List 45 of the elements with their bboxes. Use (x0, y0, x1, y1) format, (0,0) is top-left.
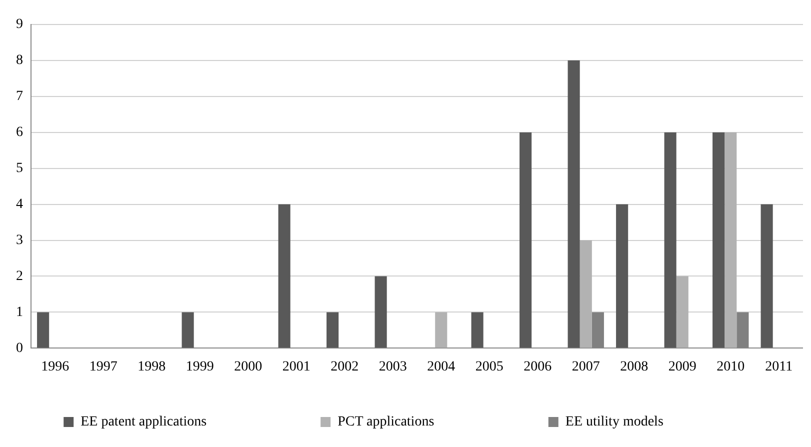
x-tick-label: 2002 (330, 359, 359, 374)
bar (435, 312, 448, 348)
bar (471, 312, 484, 348)
bar (664, 132, 676, 348)
x-tick-label: 1998 (138, 359, 166, 374)
bar (568, 60, 580, 348)
y-tick-label: 7 (16, 89, 23, 104)
y-tick-label: 1 (16, 304, 23, 320)
x-tick-label: 2004 (427, 359, 456, 374)
y-tick-label: 5 (16, 160, 23, 176)
legend-label: EE patent applications (80, 414, 291, 430)
x-tick-label: 1997 (89, 359, 118, 374)
bar (676, 276, 688, 348)
bar (182, 312, 194, 348)
x-tick-label: 2001 (282, 359, 310, 374)
bar (760, 204, 773, 348)
legend-label: EE utility models (565, 414, 748, 430)
y-tick-label: 8 (16, 53, 23, 68)
x-tick-label: 2010 (716, 359, 745, 374)
x-tick-label: 2006 (524, 359, 552, 374)
x-tick-label: 2005 (475, 359, 504, 374)
x-tick-label: 2007 (572, 359, 600, 374)
x-tick-label: 2003 (378, 359, 407, 374)
bar (724, 132, 737, 348)
y-tick-label: 0 (16, 340, 23, 356)
x-tick-label: 2009 (668, 359, 696, 374)
x-tick-label: 2008 (620, 359, 648, 374)
bar (326, 312, 339, 348)
x-tick-label: 1996 (41, 359, 70, 374)
bar (278, 204, 290, 348)
bar (374, 276, 387, 348)
bar (520, 132, 532, 348)
x-tick-label: 1999 (186, 359, 214, 374)
y-tick-label: 4 (16, 196, 23, 212)
y-tick-label: 3 (16, 232, 23, 248)
bar (616, 204, 628, 348)
y-tick-label: 9 (16, 17, 23, 32)
x-tick-label: 2000 (234, 359, 262, 374)
y-tick-label: 2 (16, 268, 23, 284)
y-tick-label: 6 (16, 125, 23, 140)
bar (580, 240, 592, 348)
bar (37, 312, 50, 348)
x-tick-label: 2011 (765, 359, 793, 374)
bar (712, 132, 725, 348)
legend-label: PCT applications (338, 414, 518, 430)
